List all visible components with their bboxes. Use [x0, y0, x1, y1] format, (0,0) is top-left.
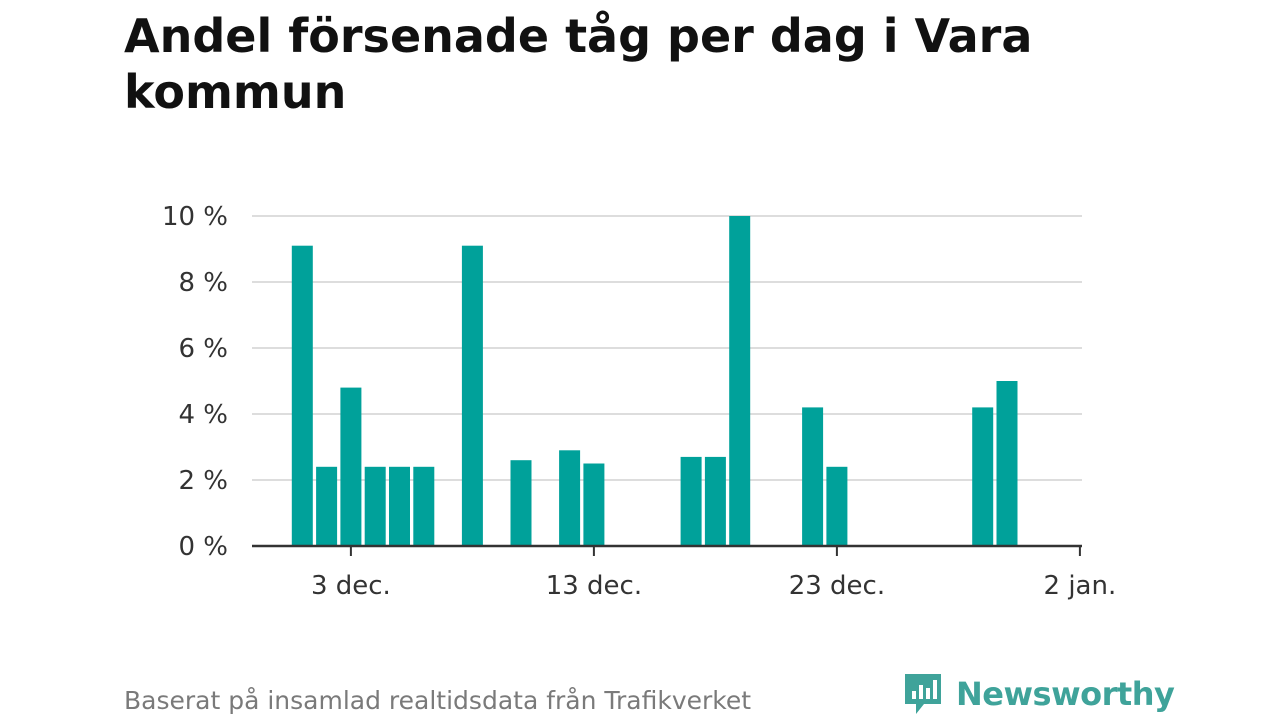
bar-18dec	[704, 456, 726, 546]
bar-5dec	[389, 466, 410, 546]
bar-17dec	[680, 456, 702, 546]
brand-name: Newsworthy	[956, 675, 1175, 713]
bar-3dec	[340, 387, 362, 546]
bar-12dec	[559, 450, 581, 546]
bar-22dec	[802, 407, 824, 546]
y-tick-label: 4 %	[178, 400, 228, 430]
x-tick-label: 2 jan.	[1044, 571, 1117, 601]
bar-4dec	[364, 466, 386, 546]
bar-23dec	[826, 466, 848, 546]
y-tick-label: 2 %	[178, 466, 228, 496]
y-tick-label: 10 %	[162, 202, 228, 232]
y-tick-label: 0 %	[178, 532, 228, 562]
bars	[291, 216, 1018, 546]
bar-6dec	[413, 466, 435, 546]
source-note: Baserat på insamlad realtidsdata från Tr…	[124, 686, 752, 715]
y-axis-ticks: 0 % 2 % 4 % 6 % 8 % 10 %	[162, 202, 228, 562]
bar-30dec	[996, 381, 1018, 546]
bar-2dec	[316, 466, 338, 546]
bar-8dec	[461, 245, 483, 546]
x-tick-label: 13 dec.	[546, 571, 642, 601]
chart-title: Andel försenade tåg per dag i Vara kommu…	[124, 9, 1033, 119]
bar-10dec	[510, 460, 532, 546]
grid-lines	[252, 215, 1082, 481]
x-tick-label: 23 dec.	[789, 571, 885, 601]
y-tick-label: 8 %	[178, 268, 228, 298]
y-tick-label: 6 %	[178, 334, 228, 364]
x-axis: 3 dec. 13 dec. 23 dec. 2 jan.	[252, 544, 1117, 601]
bar-1dec	[291, 245, 313, 546]
bar-19dec	[729, 216, 751, 546]
bar-13dec	[583, 463, 605, 546]
brand-logo: Newsworthy	[902, 670, 1175, 718]
x-tick-label: 3 dec.	[311, 571, 391, 601]
newsworthy-logo-icon	[905, 674, 941, 714]
bar-29dec	[972, 407, 994, 546]
